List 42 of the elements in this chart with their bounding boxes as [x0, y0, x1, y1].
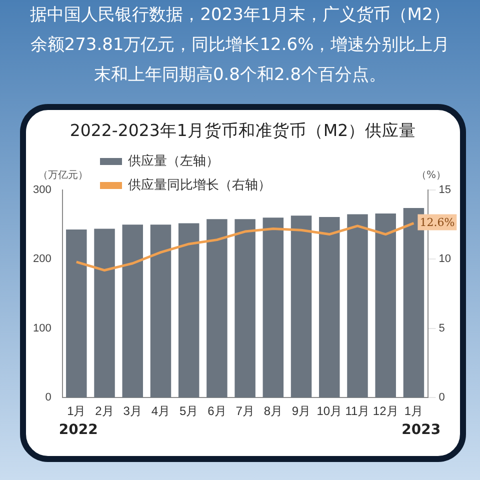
y2-tick-label: 10: [438, 253, 452, 266]
bar: [94, 228, 115, 398]
bar: [347, 214, 368, 398]
bar: [66, 229, 87, 398]
x-tick-label: 1月: [67, 404, 86, 418]
bar: [122, 224, 143, 398]
data-label: 12.6%: [420, 216, 455, 230]
x-tick-label: 11月: [345, 404, 370, 418]
x-tick-label: 5月: [180, 404, 198, 418]
y2-axis-title: （%）: [416, 169, 446, 182]
bar: [319, 216, 340, 398]
x-tick-label: 10月: [316, 404, 342, 418]
bar: [262, 218, 284, 398]
y-tick-label: 300: [32, 184, 52, 196]
bar: [290, 216, 312, 398]
x-tick-label: 4月: [151, 404, 170, 418]
bar: [234, 219, 256, 398]
x-tick-label: 3月: [123, 404, 142, 418]
x-tick-label: 8月: [264, 404, 283, 418]
bar: [375, 214, 396, 398]
y2-tick-label: 15: [438, 184, 452, 196]
x-tick-label: 7月: [236, 404, 254, 418]
legend-label: 供应量同比增长（右轴）: [127, 177, 271, 195]
x-tick-label: 2月: [95, 404, 114, 418]
y-axis-title: （万亿元）: [38, 169, 88, 182]
chart-subtitle: 据中国人民银行数据，2023年1月末，广义货币（M2）余额273.81万亿元，同比增长12.6%，增速分别比上月末和上年同期高0.8个和2.8个百分点。: [29, 4, 451, 87]
bar: [178, 223, 200, 398]
x-tick-label: 9月: [292, 404, 311, 418]
text: 2022: [58, 422, 98, 438]
y-tick-label: 0: [45, 392, 52, 404]
x-tick-label: 1月: [404, 404, 424, 418]
y-tick-label: 100: [32, 322, 52, 334]
x-tick-label: 12月: [372, 404, 398, 418]
bar: [150, 224, 172, 398]
y-tick-label: 200: [32, 253, 52, 266]
legend-label: 供应量（左轴）: [127, 153, 220, 171]
y2-tick-label: 5: [438, 322, 445, 334]
chart-title: 2022-2023年1月货币和准货币（M2）供应量: [68, 120, 418, 142]
bar: [206, 219, 228, 398]
text: 2023: [402, 422, 441, 438]
y2-tick-label: 0: [438, 392, 445, 404]
x-tick-label: 6月: [208, 404, 226, 418]
